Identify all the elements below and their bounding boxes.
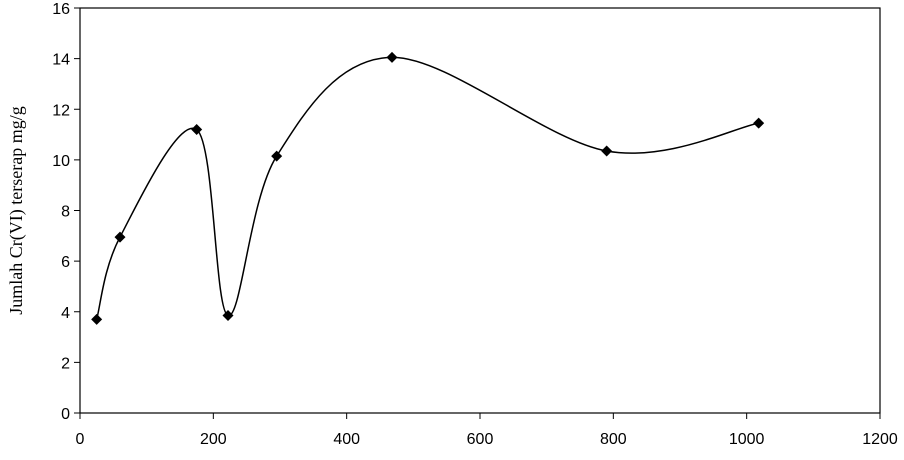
y-tick-label: 10 — [52, 153, 70, 170]
data-point-marker — [753, 117, 765, 129]
y-tick-label: 12 — [52, 102, 70, 119]
data-point-marker — [91, 313, 103, 325]
y-tick-label: 2 — [61, 355, 70, 372]
x-tick-label: 600 — [467, 431, 494, 448]
y-axis: 0 2 4 6 8 10 12 14 16 — [52, 1, 80, 423]
data-point-marker — [386, 51, 398, 63]
y-tick-label: 0 — [61, 406, 70, 423]
plot-area — [79, 7, 881, 414]
y-axis-title-group: Jumlah Cr(VI) terserap mg/g — [6, 106, 27, 314]
x-tick-label: 1200 — [862, 431, 898, 448]
y-tick-label: 16 — [52, 1, 70, 18]
series-markers — [91, 51, 765, 325]
x-tick-label: 0 — [76, 431, 85, 448]
y-axis-title: Jumlah Cr(VI) terserap mg/g — [6, 106, 27, 314]
data-point-marker — [191, 124, 203, 135]
x-tick-label: 1000 — [729, 431, 765, 448]
data-point-marker — [114, 231, 126, 243]
y-tick-label: 14 — [52, 52, 70, 69]
y-tick-label: 4 — [61, 305, 70, 322]
x-tick-label: 400 — [333, 431, 360, 448]
data-point-marker — [271, 150, 283, 162]
x-tick-label: 800 — [600, 431, 627, 448]
x-axis: 0 200 400 600 800 1000 1200 — [76, 413, 898, 448]
series-curve — [95, 56, 759, 320]
y-tick-label: 6 — [61, 254, 70, 271]
data-point-marker — [222, 310, 234, 322]
data-point-marker — [601, 145, 613, 157]
x-tick-label: 200 — [200, 431, 227, 448]
y-tick-label: 8 — [61, 204, 70, 221]
